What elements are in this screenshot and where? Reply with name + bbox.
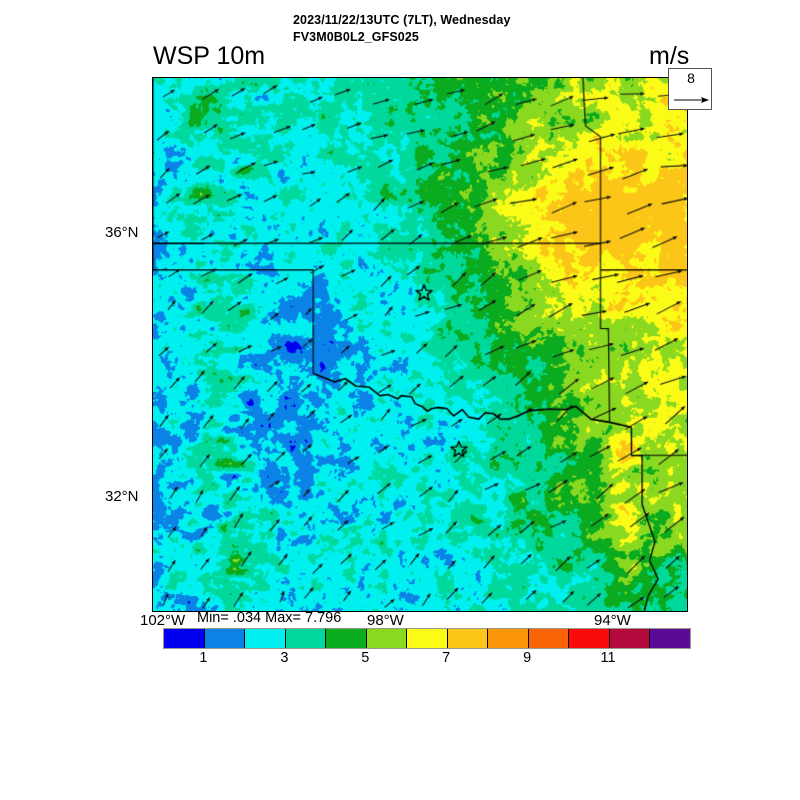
units-label: m/s bbox=[649, 42, 690, 70]
colorbar-segment-0 bbox=[164, 629, 205, 648]
wind-speed-raster bbox=[153, 78, 687, 611]
colorbar-tick-5: 5 bbox=[361, 650, 370, 666]
colorbar-segment-7 bbox=[447, 629, 489, 648]
colorbar-segment-11 bbox=[609, 629, 651, 648]
colorbar-segment-10 bbox=[569, 629, 610, 648]
colorbar-segment-4 bbox=[326, 629, 367, 648]
lat-tick-32n: 32°N bbox=[105, 488, 139, 505]
colorbar-segment-3 bbox=[285, 629, 327, 648]
colorbar-tick-3: 3 bbox=[280, 650, 289, 666]
lon-tick-102w: 102°W bbox=[140, 612, 186, 629]
colorbar-segment-9 bbox=[528, 629, 570, 648]
colorbar-segment-8 bbox=[488, 629, 529, 648]
colorbar-tick-1: 1 bbox=[199, 650, 208, 666]
colorbar-tick-labels: 1 3 5 7 9 11 bbox=[163, 650, 689, 668]
lon-tick-98w: 98°W bbox=[367, 612, 404, 629]
header-datetime: 2023/11/22/13UTC (7LT), Wednesday bbox=[293, 13, 511, 27]
colorbar-segment-1 bbox=[204, 629, 246, 648]
colorbar-segment-5 bbox=[366, 629, 408, 648]
colorbar-segment-6 bbox=[407, 629, 448, 648]
lat-tick-36n: 36°N bbox=[105, 224, 139, 241]
wind-arrow-icon bbox=[674, 97, 709, 103]
lon-tick-94w: 94°W bbox=[594, 612, 631, 629]
min-max-statistics: Min= .034 Max= 7.796 bbox=[197, 610, 342, 626]
colorbar-segment-12 bbox=[650, 629, 690, 648]
colorbar-tick-11: 11 bbox=[600, 650, 616, 666]
page-title: WSP 10m bbox=[153, 42, 266, 70]
colorbar-segment-2 bbox=[245, 629, 286, 648]
wind-vector-key-value: 8 bbox=[687, 70, 695, 86]
wind-vector-key: 8 bbox=[668, 68, 712, 110]
colorbar bbox=[163, 628, 691, 649]
colorbar-tick-7: 7 bbox=[442, 650, 451, 666]
colorbar-tick-9: 9 bbox=[523, 650, 532, 666]
header-model-name: FV3M0B0L2_GFS025 bbox=[293, 30, 419, 44]
map-plot-area bbox=[152, 77, 688, 612]
